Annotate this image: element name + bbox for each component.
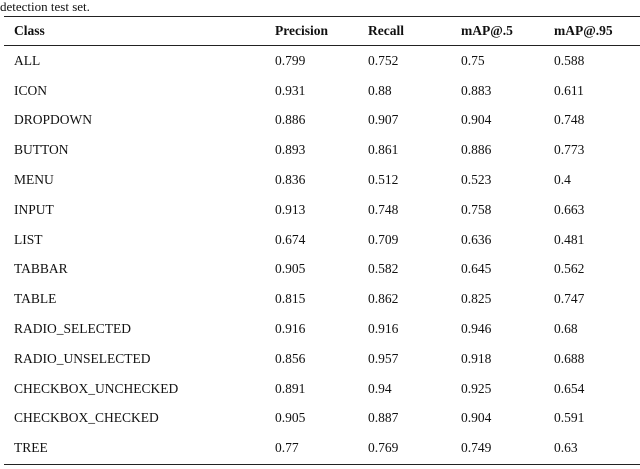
value-cell: 0.946 xyxy=(461,321,492,337)
column-header: mAP@.95 xyxy=(554,23,613,38)
value-cell: 0.747 xyxy=(554,291,585,307)
value-cell: 0.918 xyxy=(461,350,492,366)
value-cell: 0.636 xyxy=(461,231,492,247)
value-cell: 0.904 xyxy=(461,410,492,426)
table-row: TREE 0.77 0.769 0.749 0.63 xyxy=(4,433,640,463)
class-cell: INPUT xyxy=(14,201,54,217)
table-row: TABLE 0.815 0.862 0.825 0.747 xyxy=(4,284,640,314)
table-row: TABBAR 0.905 0.582 0.645 0.562 xyxy=(4,255,640,285)
table-row: RADIO_UNSELECTED 0.856 0.957 0.918 0.688 xyxy=(4,344,640,374)
value-cell: 0.893 xyxy=(275,142,306,158)
value-cell: 0.913 xyxy=(275,201,306,217)
value-cell: 0.674 xyxy=(275,231,306,247)
value-cell: 0.773 xyxy=(554,142,585,158)
value-cell: 0.752 xyxy=(368,52,399,68)
value-cell: 0.916 xyxy=(368,321,399,337)
table-row: CHECKBOX_CHECKED 0.905 0.887 0.904 0.591 xyxy=(4,404,640,434)
results-table: Class Precision Recall mAP@.5 mAP@.95 ALL 0.7… xyxy=(4,17,640,463)
class-cell: TABBAR xyxy=(14,261,68,277)
value-cell: 0.75 xyxy=(461,52,485,68)
column-header: Recall xyxy=(368,23,404,38)
value-cell: 0.836 xyxy=(275,172,306,188)
top-rule xyxy=(4,16,640,17)
value-cell: 0.799 xyxy=(275,52,306,68)
value-cell: 0.591 xyxy=(554,410,585,426)
class-cell: RADIO_UNSELECTED xyxy=(14,350,151,366)
bottom-rule xyxy=(4,464,640,465)
value-cell: 0.886 xyxy=(275,112,306,128)
column-header: mAP@.5 xyxy=(461,23,513,38)
class-cell: CHECKBOX_UNCHECKED xyxy=(14,380,179,396)
value-cell: 0.748 xyxy=(554,112,585,128)
value-cell: 0.94 xyxy=(368,380,392,396)
class-cell: TABLE xyxy=(14,291,57,307)
value-cell: 0.758 xyxy=(461,201,492,217)
value-cell: 0.645 xyxy=(461,261,492,277)
value-cell: 0.931 xyxy=(275,82,306,98)
value-cell: 0.562 xyxy=(554,261,585,277)
table-row: ALL 0.799 0.752 0.75 0.588 xyxy=(4,46,640,76)
value-cell: 0.891 xyxy=(275,380,306,396)
table-row: CHECKBOX_UNCHECKED 0.891 0.94 0.925 0.654 xyxy=(4,374,640,404)
value-cell: 0.957 xyxy=(368,350,399,366)
value-cell: 0.861 xyxy=(368,142,399,158)
class-cell: BUTTON xyxy=(14,142,69,158)
table-row: BUTTON 0.893 0.861 0.886 0.773 xyxy=(4,135,640,165)
value-cell: 0.582 xyxy=(368,261,399,277)
table-row: RADIO_SELECTED 0.916 0.916 0.946 0.68 xyxy=(4,314,640,344)
value-cell: 0.512 xyxy=(368,172,399,188)
class-cell: MENU xyxy=(14,172,54,188)
value-cell: 0.815 xyxy=(275,291,306,307)
class-cell: RADIO_SELECTED xyxy=(14,321,131,337)
value-cell: 0.886 xyxy=(461,142,492,158)
column-header: Precision xyxy=(275,23,328,38)
value-cell: 0.748 xyxy=(368,201,399,217)
table-row: MENU 0.836 0.512 0.523 0.4 xyxy=(4,165,640,195)
value-cell: 0.709 xyxy=(368,231,399,247)
value-cell: 0.523 xyxy=(461,172,492,188)
value-cell: 0.907 xyxy=(368,112,399,128)
value-cell: 0.88 xyxy=(368,82,392,98)
class-cell: CHECKBOX_CHECKED xyxy=(14,410,159,426)
value-cell: 0.883 xyxy=(461,82,492,98)
value-cell: 0.916 xyxy=(275,321,306,337)
value-cell: 0.4 xyxy=(554,172,571,188)
value-cell: 0.749 xyxy=(461,440,492,456)
table-row: INPUT 0.913 0.748 0.758 0.663 xyxy=(4,195,640,225)
value-cell: 0.68 xyxy=(554,321,578,337)
value-cell: 0.588 xyxy=(554,52,585,68)
value-cell: 0.77 xyxy=(275,440,299,456)
class-cell: LIST xyxy=(14,231,43,247)
value-cell: 0.925 xyxy=(461,380,492,396)
table-caption: detection test set. xyxy=(0,0,90,14)
value-cell: 0.904 xyxy=(461,112,492,128)
class-cell: ALL xyxy=(14,52,41,68)
value-cell: 0.905 xyxy=(275,261,306,277)
class-cell: DROPDOWN xyxy=(14,112,93,128)
value-cell: 0.481 xyxy=(554,231,585,247)
table-row: DROPDOWN 0.886 0.907 0.904 0.748 xyxy=(4,106,640,136)
value-cell: 0.825 xyxy=(461,291,492,307)
value-cell: 0.611 xyxy=(554,82,584,98)
value-cell: 0.862 xyxy=(368,291,399,307)
value-cell: 0.856 xyxy=(275,350,306,366)
value-cell: 0.663 xyxy=(554,201,585,217)
table-row: LIST 0.674 0.709 0.636 0.481 xyxy=(4,225,640,255)
value-cell: 0.688 xyxy=(554,350,585,366)
value-cell: 0.769 xyxy=(368,440,399,456)
value-cell: 0.63 xyxy=(554,440,578,456)
class-cell: TREE xyxy=(14,440,48,456)
column-header: Class xyxy=(14,23,45,38)
table-row: ICON 0.931 0.88 0.883 0.611 xyxy=(4,76,640,106)
value-cell: 0.887 xyxy=(368,410,399,426)
header-row: Class Precision Recall mAP@.5 mAP@.95 xyxy=(4,17,640,46)
value-cell: 0.654 xyxy=(554,380,585,396)
class-cell: ICON xyxy=(14,82,47,98)
value-cell: 0.905 xyxy=(275,410,306,426)
